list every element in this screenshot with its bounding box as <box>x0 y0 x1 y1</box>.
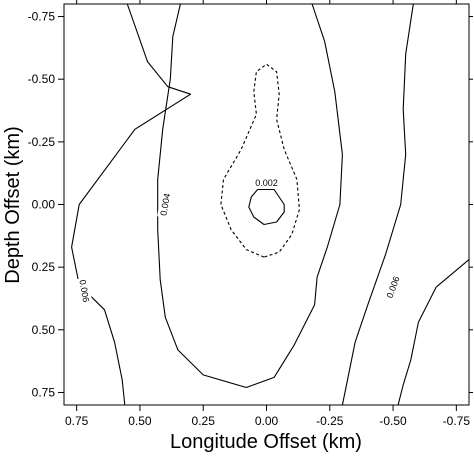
y-tick-label: 0.50 <box>32 323 56 337</box>
y-tick-label: -0.50 <box>28 72 56 86</box>
contour-line-1 <box>220 63 300 258</box>
y-axis-title: Depth Offset (km) <box>2 126 24 283</box>
contour-line-3 <box>71 3 192 406</box>
contour-label-bg <box>383 272 403 302</box>
contour-label-bg <box>77 277 93 305</box>
contour-label: 0.002 <box>255 178 278 188</box>
contour-label: 0.006 <box>77 279 91 303</box>
y-tick-label: 0.25 <box>32 260 56 274</box>
contour-label-group: 0.004 <box>157 190 173 219</box>
contour-label-group: 0.002 <box>253 177 280 189</box>
contour-line-4 <box>341 3 414 406</box>
x-tick-label: 0.50 <box>128 414 152 428</box>
x-tick-label: 0.25 <box>192 414 216 428</box>
contour-label-group: 0.006 <box>77 277 93 305</box>
x-axis-title: Longitude Offset (km) <box>170 431 362 453</box>
contour-label-bg <box>157 190 173 219</box>
contour-label: 0.004 <box>158 193 172 217</box>
x-tick-label: 0.75 <box>65 414 89 428</box>
contour-line-0 <box>248 188 285 226</box>
contour-line-5 <box>397 259 470 406</box>
y-tick-label: -0.75 <box>28 10 56 24</box>
contour-label-bg <box>253 177 280 189</box>
contour-line-2 <box>157 3 343 389</box>
plot-frame <box>63 3 470 406</box>
x-tick-label: -0.25 <box>316 414 344 428</box>
x-tick-label: -0.75 <box>443 414 471 428</box>
y-tick-label: 0.75 <box>32 385 56 399</box>
contour-lines <box>71 3 470 406</box>
x-axis-ticks: 0.75 0.50 0.25 0.00 -0.25 -0.50 -0.75 <box>65 0 470 428</box>
contour-label: 0.006 <box>385 275 402 300</box>
y-axis-ticks: -0.75 -0.50 -0.25 0.00 0.25 0.50 0.75 <box>28 10 473 399</box>
x-tick-label: -0.50 <box>379 414 407 428</box>
x-tick-label: 0.00 <box>255 414 279 428</box>
y-tick-label: 0.00 <box>32 198 56 212</box>
y-tick-label: -0.25 <box>28 135 56 149</box>
contour-label-group: 0.006 <box>383 272 403 302</box>
